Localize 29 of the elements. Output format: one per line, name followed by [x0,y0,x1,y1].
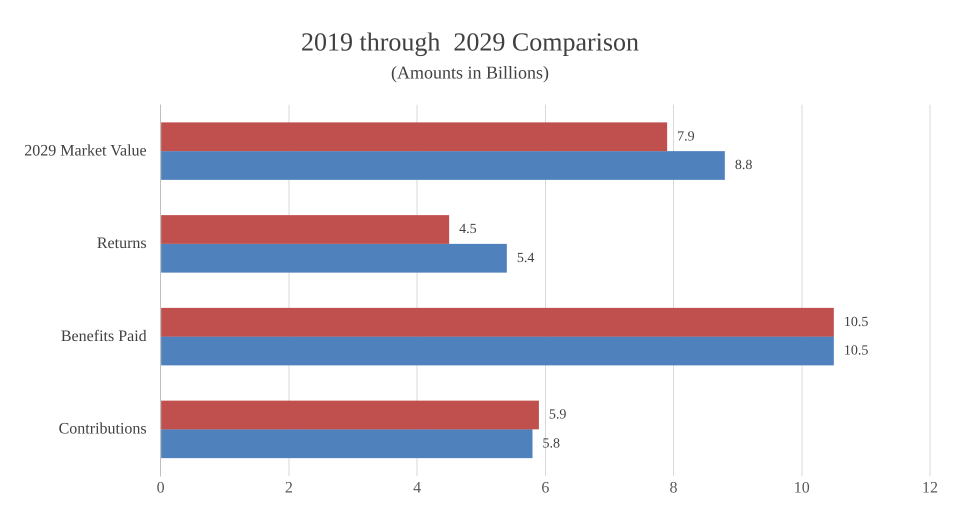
x-tick-label: 6 [541,480,550,497]
bar [161,122,668,152]
data-label: 5.8 [542,436,560,452]
bar [161,151,725,180]
data-label: 10.5 [844,314,868,330]
x-tick-label: 8 [670,480,678,497]
y-tick-label: Benefits Paid [60,328,147,345]
bar [161,429,532,458]
bar [161,244,507,273]
bar [161,400,539,430]
data-label: 10.5 [844,344,868,359]
x-tick-label: 10 [794,480,810,497]
data-label: 5.9 [548,408,566,423]
bar [161,215,450,244]
data-label: 8.8 [734,158,752,174]
data-label: 5.4 [516,250,534,266]
data-label: 4.5 [459,222,477,238]
x-tick-label: 4 [413,480,422,497]
x-tick-label: 2 [284,480,293,497]
y-tick-label: Returns [96,235,147,252]
data-label: 7.9 [677,129,695,144]
bar [161,308,834,337]
bar [161,336,834,366]
x-tick-label: 0 [156,480,165,497]
chart-title: 2019 through 2029 Comparison [301,27,639,56]
chart-subtitle: (Amounts in Billions) [390,62,550,83]
y-tick-label: Contributions [58,420,147,438]
x-tick-label: 12 [922,480,938,497]
y-tick-label: 2029 Market Value [24,142,147,160]
